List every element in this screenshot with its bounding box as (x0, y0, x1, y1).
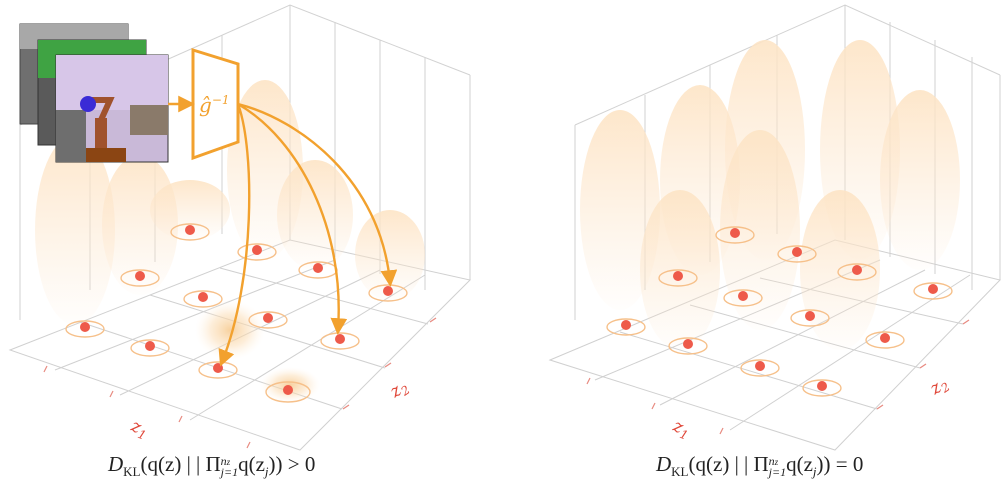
robot-frame-image (55, 54, 169, 163)
right-point (606, 318, 646, 336)
left-axis-z2-label: z2 (386, 376, 413, 404)
left-point (265, 381, 311, 403)
left-caption: DKL(q(z) | | Πnz j=1q(zj)) > 0 (108, 452, 316, 480)
right-point (723, 289, 763, 307)
right-panel: z1 z2 (548, 4, 1001, 451)
left-floor-grid (8, 239, 471, 451)
right-point (802, 379, 842, 397)
right-axis-z1-label: z1 (668, 416, 693, 443)
right-point (668, 337, 708, 355)
right-point (913, 282, 953, 300)
left-point (248, 311, 288, 329)
left-point (237, 243, 277, 261)
left-point (65, 320, 105, 338)
left-latent-points (65, 223, 408, 403)
right-density (580, 40, 960, 350)
right-caption: DKL(q(z) | | Πnz j=1q(zj)) = 0 (656, 452, 864, 480)
right-point (740, 359, 780, 377)
right-axis-ticks (586, 319, 970, 435)
left-point (130, 339, 170, 357)
left-point (120, 269, 160, 287)
left-axis-ticks (43, 317, 437, 449)
right-point (777, 245, 817, 263)
svg-text:ĝ−1: ĝ−1 (199, 93, 230, 117)
right-point (790, 309, 830, 327)
right-axis-z2-label: z2 (926, 373, 953, 401)
left-axis-z1-label: z1 (126, 416, 151, 443)
left-point (198, 361, 238, 379)
right-point (715, 226, 755, 244)
encoder-inverse-block: ĝ−1 (191, 47, 240, 161)
encoder-arrows (168, 95, 398, 367)
right-point (658, 269, 698, 287)
right-point (837, 263, 877, 281)
right-latent-points (606, 226, 953, 397)
left-point (320, 332, 360, 350)
left-point (183, 290, 223, 308)
observation-image-stack (19, 23, 169, 163)
left-point (298, 261, 338, 279)
left-density (35, 80, 425, 403)
left-point (170, 223, 210, 241)
right-point (865, 331, 905, 349)
left-panel: z1 z2 ĝ−1 (8, 4, 471, 451)
